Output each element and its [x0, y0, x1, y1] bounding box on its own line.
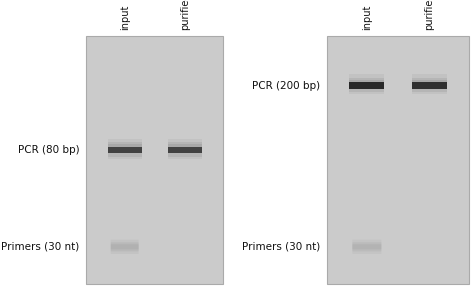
FancyBboxPatch shape	[349, 78, 384, 82]
FancyBboxPatch shape	[168, 153, 201, 157]
FancyBboxPatch shape	[108, 142, 142, 147]
Text: Primers (30 nt): Primers (30 nt)	[1, 242, 80, 252]
FancyBboxPatch shape	[108, 144, 142, 147]
FancyBboxPatch shape	[168, 144, 201, 147]
Text: purified: purified	[424, 0, 435, 30]
FancyBboxPatch shape	[111, 242, 139, 251]
Text: PCR (200 bp): PCR (200 bp)	[252, 80, 320, 91]
FancyBboxPatch shape	[352, 240, 382, 254]
FancyBboxPatch shape	[168, 147, 201, 153]
FancyBboxPatch shape	[168, 142, 201, 147]
Text: Primers (30 nt): Primers (30 nt)	[242, 242, 320, 252]
FancyBboxPatch shape	[111, 244, 139, 249]
FancyBboxPatch shape	[349, 89, 384, 92]
FancyBboxPatch shape	[327, 36, 469, 284]
FancyBboxPatch shape	[412, 89, 447, 92]
Text: input: input	[119, 4, 130, 30]
FancyBboxPatch shape	[168, 139, 201, 147]
Text: purified: purified	[180, 0, 190, 30]
FancyBboxPatch shape	[168, 153, 201, 158]
FancyBboxPatch shape	[352, 244, 382, 249]
FancyBboxPatch shape	[412, 74, 447, 82]
FancyBboxPatch shape	[108, 147, 142, 153]
FancyBboxPatch shape	[111, 240, 139, 254]
Text: input: input	[362, 4, 372, 30]
FancyBboxPatch shape	[108, 153, 142, 158]
FancyBboxPatch shape	[349, 82, 384, 89]
FancyBboxPatch shape	[349, 74, 384, 82]
FancyBboxPatch shape	[412, 78, 447, 82]
FancyBboxPatch shape	[108, 153, 142, 157]
FancyBboxPatch shape	[412, 89, 447, 94]
FancyBboxPatch shape	[349, 80, 384, 82]
FancyBboxPatch shape	[349, 89, 384, 94]
Text: PCR (80 bp): PCR (80 bp)	[18, 145, 80, 155]
FancyBboxPatch shape	[412, 82, 447, 89]
FancyBboxPatch shape	[108, 139, 142, 147]
FancyBboxPatch shape	[86, 36, 223, 284]
FancyBboxPatch shape	[352, 242, 382, 251]
FancyBboxPatch shape	[412, 80, 447, 82]
